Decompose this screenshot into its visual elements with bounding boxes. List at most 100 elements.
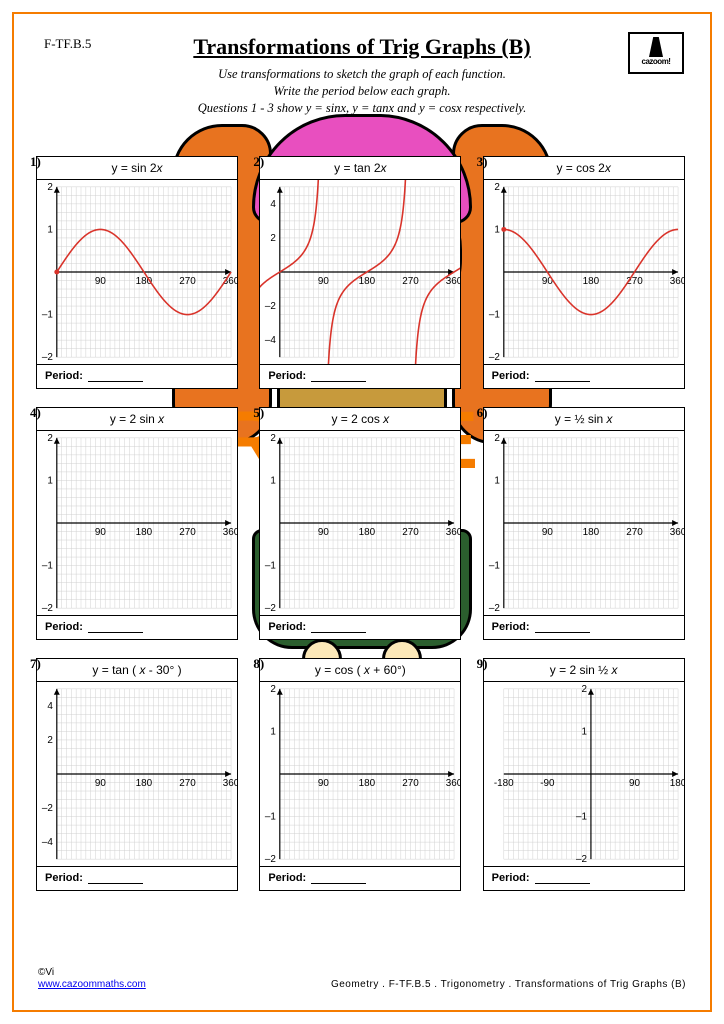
svg-text:1: 1: [494, 224, 500, 235]
svg-text:–2: –2: [42, 803, 53, 814]
instruction-line: Questions 1 - 3 show y = sinx, y = tanx …: [26, 100, 698, 117]
chart-cell: 1) y = sin 2x 90180270360–2–112 Period:: [36, 156, 241, 389]
svg-text:–1: –1: [488, 310, 500, 321]
chart-cell: 9) y = 2 sin ½ x -180-9090180–2–112 Peri…: [483, 658, 688, 891]
period-blank: [311, 632, 366, 633]
chart-grid-area: 90180270360–2–112: [260, 682, 460, 866]
svg-text:4: 4: [271, 199, 277, 210]
svg-text:1: 1: [494, 475, 500, 486]
chart-equation: y = sin 2x: [37, 157, 237, 180]
chart-grid-area: 90180270360–4–224: [260, 180, 460, 364]
svg-text:360: 360: [446, 527, 460, 538]
period-blank: [535, 883, 590, 884]
svg-text:270: 270: [179, 527, 196, 538]
svg-text:–2: –2: [42, 603, 53, 614]
period-label: Period:: [45, 621, 83, 633]
svg-text:270: 270: [403, 778, 420, 789]
svg-text:-90: -90: [540, 778, 555, 789]
svg-text:–1: –1: [42, 561, 54, 572]
period-blank: [311, 883, 366, 884]
svg-text:90: 90: [95, 276, 107, 287]
svg-text:270: 270: [403, 276, 420, 287]
chart-box: y = tan ( x - 30° ) 90180270360–4–224 Pe…: [36, 658, 238, 891]
period-row: Period:: [260, 615, 460, 639]
chart-equation: y = cos 2x: [484, 157, 684, 180]
period-row: Period:: [37, 364, 237, 388]
period-blank: [535, 632, 590, 633]
period-blank: [88, 632, 143, 633]
question-number: 2): [253, 154, 264, 170]
chart-grid: 1) y = sin 2x 90180270360–2–112 Period: …: [36, 156, 688, 891]
period-row: Period:: [260, 866, 460, 890]
svg-text:180: 180: [582, 276, 599, 287]
svg-text:–1: –1: [42, 310, 54, 321]
question-number: 7): [30, 656, 41, 672]
chart-cell: 6) y = ½ sin x 90180270360–2–112 Period:: [483, 407, 688, 640]
question-number: 1): [30, 154, 41, 170]
svg-text:90: 90: [95, 778, 107, 789]
svg-text:180: 180: [669, 778, 683, 789]
question-number: 4): [30, 405, 41, 421]
period-label: Period:: [268, 872, 306, 884]
question-number: 6): [477, 405, 488, 421]
svg-text:–1: –1: [576, 812, 588, 823]
svg-text:90: 90: [318, 276, 330, 287]
chart-equation: y = 2 sin ½ x: [484, 659, 684, 682]
cazoom-logo: cazoom!: [628, 32, 684, 74]
chart-equation: y = tan 2x: [260, 157, 460, 180]
svg-text:–2: –2: [265, 603, 276, 614]
period-row: Period:: [37, 615, 237, 639]
page-border: F-TF.B.5 cazoom! Transformations of Trig…: [12, 12, 712, 1012]
hourglass-icon: [649, 37, 663, 57]
chart-grid-area: 90180270360–2–112: [37, 431, 237, 615]
chart-box: y = tan 2x 90180270360–4–224 Period:: [259, 156, 461, 389]
period-row: Period:: [484, 866, 684, 890]
svg-text:1: 1: [581, 726, 587, 737]
svg-text:–1: –1: [265, 812, 277, 823]
footer-link[interactable]: www.cazoommaths.com: [38, 979, 146, 990]
svg-text:–2: –2: [265, 854, 276, 865]
chart-equation: y = tan ( x - 30° ): [37, 659, 237, 682]
period-blank: [535, 381, 590, 382]
svg-text:90: 90: [95, 527, 107, 538]
svg-text:1: 1: [271, 475, 277, 486]
svg-text:270: 270: [626, 527, 643, 538]
instruction-line: Write the period below each graph.: [26, 83, 698, 100]
svg-text:1: 1: [47, 475, 53, 486]
period-blank: [88, 381, 143, 382]
svg-text:180: 180: [359, 778, 376, 789]
instructions: Use transformations to sketch the graph …: [26, 66, 698, 117]
chart-equation: y = 2 cos x: [260, 408, 460, 431]
svg-text:180: 180: [582, 527, 599, 538]
svg-text:1: 1: [271, 726, 277, 737]
period-label: Period:: [45, 872, 83, 884]
svg-text:–2: –2: [42, 352, 53, 363]
svg-text:360: 360: [669, 276, 683, 287]
svg-text:180: 180: [136, 778, 153, 789]
svg-text:180: 180: [359, 276, 376, 287]
svg-text:270: 270: [179, 276, 196, 287]
chart-grid-area: 90180270360–2–112: [484, 431, 684, 615]
period-blank: [88, 883, 143, 884]
chart-cell: 4) y = 2 sin x 90180270360–2–112 Period:: [36, 407, 241, 640]
svg-text:–4: –4: [42, 837, 54, 848]
svg-text:2: 2: [581, 684, 587, 695]
svg-text:2: 2: [47, 735, 53, 746]
svg-text:360: 360: [223, 778, 237, 789]
svg-text:360: 360: [446, 778, 460, 789]
svg-text:–2: –2: [576, 854, 587, 865]
svg-text:4: 4: [47, 701, 53, 712]
period-row: Period:: [484, 615, 684, 639]
period-row: Period:: [260, 364, 460, 388]
chart-box: y = 2 sin ½ x -180-9090180–2–112 Period:: [483, 658, 685, 891]
svg-text:–2: –2: [488, 603, 499, 614]
svg-text:-180: -180: [494, 778, 514, 789]
svg-text:180: 180: [136, 527, 153, 538]
period-label: Period:: [45, 370, 83, 382]
svg-text:1: 1: [47, 224, 53, 235]
period-label: Period:: [268, 621, 306, 633]
svg-text:2: 2: [47, 182, 53, 193]
chart-box: y = ½ sin x 90180270360–2–112 Period:: [483, 407, 685, 640]
svg-text:–1: –1: [488, 561, 500, 572]
period-blank: [311, 381, 366, 382]
